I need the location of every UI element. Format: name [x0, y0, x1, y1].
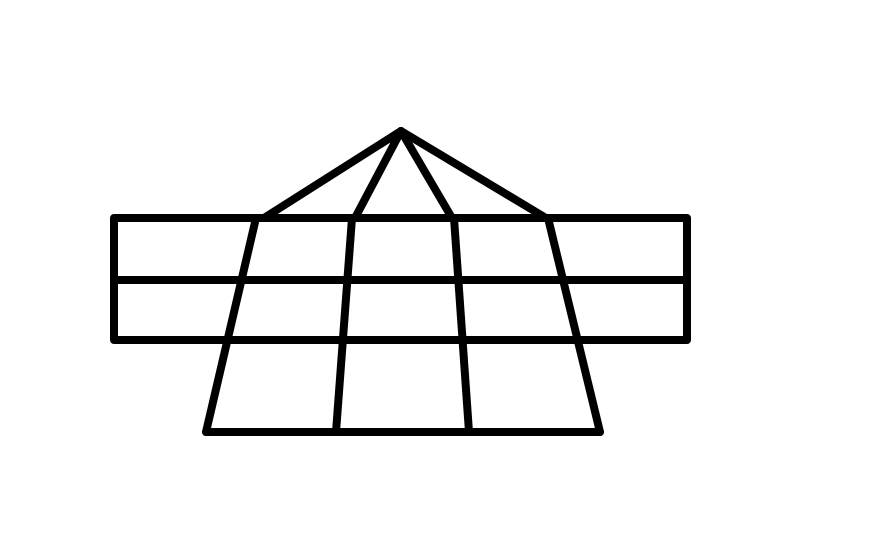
roof-ray-2 — [351, 127, 405, 222]
roof-ray-4 — [397, 127, 550, 222]
grid-column-1 — [202, 214, 260, 436]
roof-ray-3 — [397, 127, 456, 222]
figure-strokes — [110, 127, 691, 436]
grid-column-3 — [450, 214, 473, 436]
roof-ray-1 — [260, 127, 405, 222]
grid-column-4 — [544, 214, 604, 436]
grid-column-2 — [332, 214, 356, 436]
